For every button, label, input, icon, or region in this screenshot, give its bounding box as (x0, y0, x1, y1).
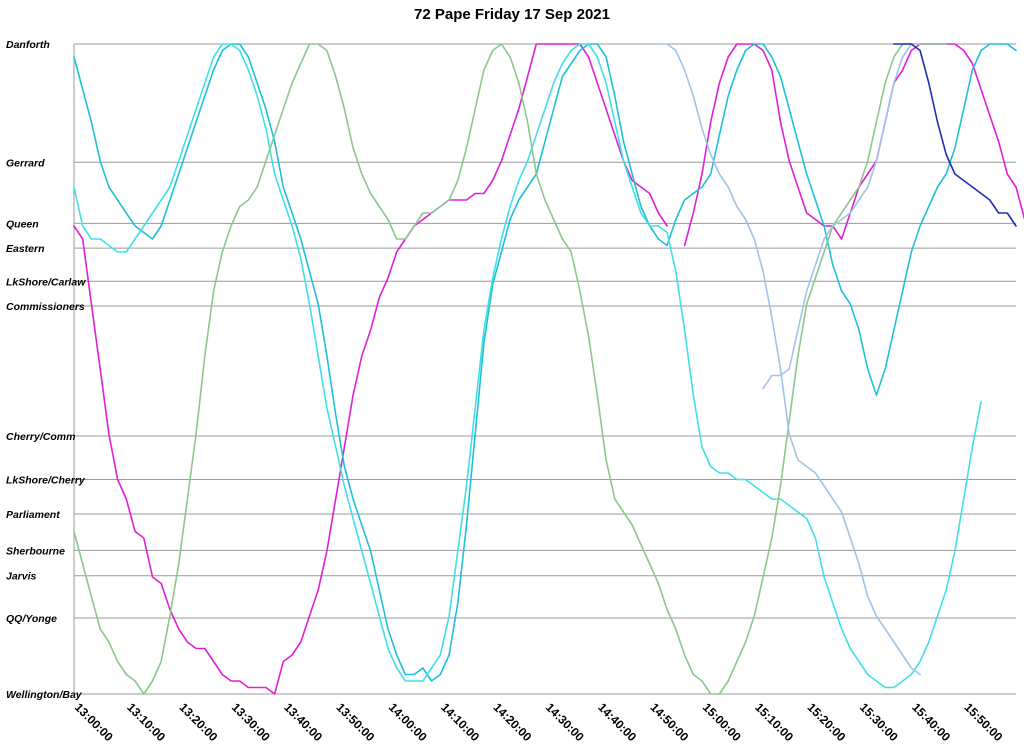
x-tick-label: 15:30:00 (857, 700, 901, 744)
x-tick-label: 14:00:00 (386, 700, 430, 744)
x-tick-label: 13:00:00 (72, 700, 116, 744)
stop-label: LkShore/Carlaw (6, 276, 86, 288)
stop-label: Cherry/Comm (6, 431, 75, 443)
vehicle-trace-6 (762, 43, 921, 390)
stop-label: Commissioners (6, 301, 85, 313)
x-tick-label: 14:30:00 (543, 700, 587, 744)
grid-lines (73, 43, 1016, 695)
stop-label: Jarvis (6, 571, 37, 583)
x-tick-label: 14:10:00 (438, 700, 482, 744)
stop-label: Eastern (6, 243, 45, 255)
x-tick-label: 15:20:00 (805, 700, 849, 744)
stop-label: Danforth (6, 39, 50, 51)
x-tick-label: 14:20:00 (491, 700, 535, 744)
stop-label: Wellington/Bay (6, 689, 83, 701)
x-tick-label: 13:40:00 (281, 700, 325, 744)
stop-label: Gerrard (6, 157, 45, 169)
stop-label: Parliament (6, 509, 60, 521)
x-tick-label: 13:50:00 (334, 700, 378, 744)
vehicle-trace-2 (73, 43, 1017, 682)
x-tick-labels: 13:00:00 13:10:00 13:20:00 13:30:00 13:40:00… (72, 700, 1006, 744)
x-tick-label: 15:40:00 (909, 700, 953, 744)
x-tick-label: 15:00:00 (700, 700, 744, 744)
vehicle-trace-0 (73, 43, 668, 695)
stop-label: Sherbourne (6, 545, 65, 557)
stop-label: QQ/Yonge (6, 613, 57, 625)
x-tick-label: 15:50:00 (962, 700, 1006, 744)
vehicle-trace-3 (73, 43, 982, 689)
series-lines (73, 43, 1024, 695)
vehicle-trace-5 (657, 43, 921, 676)
stop-label: Queen (6, 218, 39, 230)
x-tick-label: 14:40:00 (595, 700, 639, 744)
x-tick-label: 13:10:00 (124, 700, 168, 744)
x-tick-label: 14:50:00 (648, 700, 692, 744)
chart-title: 72 Pape Friday 17 Sep 2021 (414, 6, 610, 23)
stop-labels: Danforth Gerrard Queen Eastern LkShore/Carla… (6, 39, 86, 701)
vehicle-trace-7 (893, 43, 1017, 227)
x-tick-label: 13:30:00 (229, 700, 273, 744)
stop-label: LkShore/Cherry (6, 475, 86, 487)
vehicle-trace-4 (73, 43, 947, 695)
vehicle-trace-1 (683, 43, 1024, 247)
x-tick-label: 13:20:00 (177, 700, 221, 744)
x-tick-label: 15:10:00 (752, 700, 796, 744)
